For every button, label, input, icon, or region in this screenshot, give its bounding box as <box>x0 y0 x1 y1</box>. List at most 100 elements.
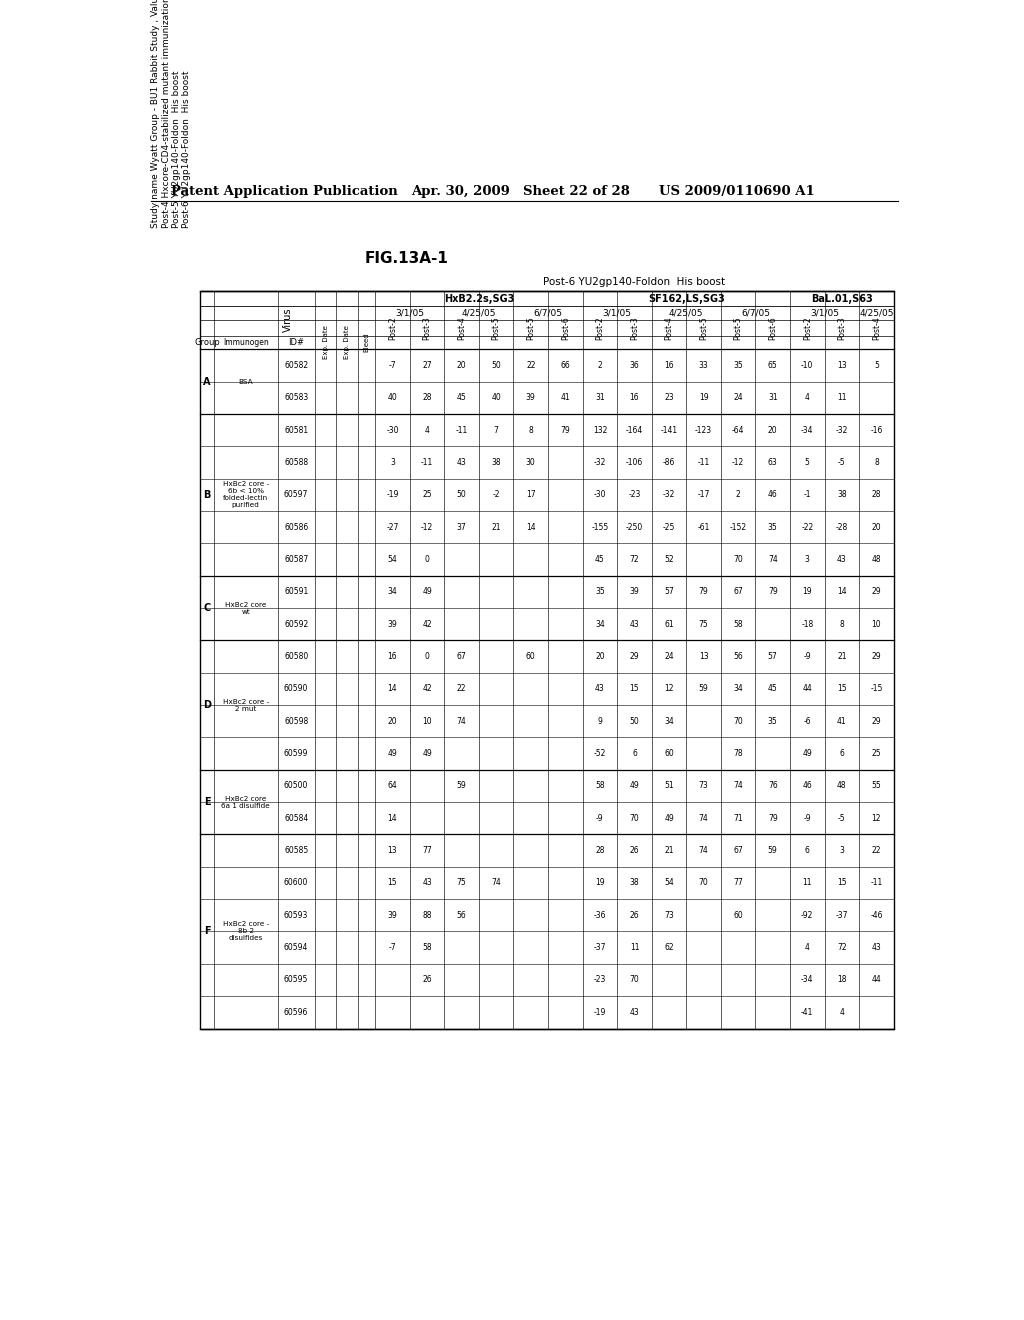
Text: -23: -23 <box>594 975 606 985</box>
Text: 65: 65 <box>768 362 777 370</box>
Text: 4/25/05: 4/25/05 <box>462 309 497 318</box>
Text: 0: 0 <box>425 652 429 661</box>
Text: 70: 70 <box>733 556 743 564</box>
Text: 3: 3 <box>805 556 810 564</box>
Text: -30: -30 <box>386 426 398 434</box>
Text: Post-6 YU2gp140-Foldon  His boost: Post-6 YU2gp140-Foldon His boost <box>544 277 726 286</box>
Text: -11: -11 <box>421 458 433 467</box>
Text: 67: 67 <box>733 587 743 597</box>
Text: 43: 43 <box>630 1008 639 1016</box>
Text: -164: -164 <box>626 426 643 434</box>
Text: 14: 14 <box>526 523 536 532</box>
Text: 19: 19 <box>803 587 812 597</box>
Text: 50: 50 <box>630 717 639 726</box>
Text: 46: 46 <box>768 491 777 499</box>
Text: -15: -15 <box>870 685 883 693</box>
Text: 60599: 60599 <box>284 750 308 758</box>
Text: 8: 8 <box>840 620 844 628</box>
Text: Post-4: Post-4 <box>457 315 466 339</box>
Text: FIG.13A-1: FIG.13A-1 <box>365 251 449 265</box>
Text: 49: 49 <box>803 750 812 758</box>
Text: HxBc2 core
6a 1 disulfide: HxBc2 core 6a 1 disulfide <box>221 796 270 809</box>
Text: Post-6: Post-6 <box>561 315 569 339</box>
Text: -9: -9 <box>804 652 811 661</box>
Text: 39: 39 <box>630 587 639 597</box>
Text: -6: -6 <box>804 717 811 726</box>
Text: -12: -12 <box>421 523 433 532</box>
Text: 13: 13 <box>388 846 397 855</box>
Text: Post-6 YU2gp140-Foldon  His boost: Post-6 YU2gp140-Foldon His boost <box>182 70 191 227</box>
Text: -22: -22 <box>801 523 813 532</box>
Text: 13: 13 <box>837 362 847 370</box>
Text: -11: -11 <box>870 879 883 887</box>
Bar <box>200 290 894 1028</box>
Text: 72: 72 <box>630 556 639 564</box>
Text: F: F <box>204 927 210 936</box>
Text: 74: 74 <box>698 846 709 855</box>
Text: -34: -34 <box>801 426 813 434</box>
Text: 23: 23 <box>665 393 674 403</box>
Text: 55: 55 <box>871 781 882 791</box>
Text: -27: -27 <box>386 523 398 532</box>
Text: 14: 14 <box>388 814 397 822</box>
Text: 60586: 60586 <box>284 523 308 532</box>
Text: 60: 60 <box>526 652 536 661</box>
Text: 63: 63 <box>768 458 777 467</box>
Text: 48: 48 <box>837 781 847 791</box>
Text: Apr. 30, 2009: Apr. 30, 2009 <box>411 185 510 198</box>
Text: Virus: Virus <box>283 308 293 333</box>
Text: 70: 70 <box>630 975 639 985</box>
Text: 34: 34 <box>733 685 743 693</box>
Text: 43: 43 <box>630 620 639 628</box>
Text: 73: 73 <box>698 781 709 791</box>
Text: 71: 71 <box>733 814 743 822</box>
Text: 4: 4 <box>425 426 429 434</box>
Text: 4: 4 <box>840 1008 845 1016</box>
Text: -92: -92 <box>801 911 813 920</box>
Text: Post-5: Post-5 <box>492 315 501 339</box>
Text: 4: 4 <box>805 944 810 952</box>
Text: Exp. Date: Exp. Date <box>344 326 350 359</box>
Text: 70: 70 <box>630 814 639 822</box>
Text: 58: 58 <box>595 781 605 791</box>
Text: 43: 43 <box>837 556 847 564</box>
Text: Group: Group <box>195 338 220 347</box>
Text: BSA: BSA <box>239 379 253 384</box>
Text: Post-4: Post-4 <box>871 315 881 339</box>
Text: SF162,LS,SG3: SF162,LS,SG3 <box>648 293 725 304</box>
Text: 28: 28 <box>422 393 432 403</box>
Text: 20: 20 <box>768 426 777 434</box>
Text: 14: 14 <box>388 685 397 693</box>
Text: 22: 22 <box>457 685 466 693</box>
Text: 35: 35 <box>733 362 743 370</box>
Text: 74: 74 <box>733 781 743 791</box>
Text: 79: 79 <box>768 587 777 597</box>
Text: 28: 28 <box>595 846 604 855</box>
Text: 38: 38 <box>630 879 639 887</box>
Text: -34: -34 <box>801 975 813 985</box>
Text: 64: 64 <box>388 781 397 791</box>
Text: 10: 10 <box>871 620 882 628</box>
Text: -37: -37 <box>836 911 848 920</box>
Text: 29: 29 <box>630 652 639 661</box>
Text: 6/7/05: 6/7/05 <box>534 309 562 318</box>
Text: -9: -9 <box>596 814 604 822</box>
Text: -32: -32 <box>594 458 606 467</box>
Text: 59: 59 <box>698 685 709 693</box>
Text: HxBc2 core -
8b 2
disulfides: HxBc2 core - 8b 2 disulfides <box>222 921 269 941</box>
Text: 6: 6 <box>840 750 845 758</box>
Text: 31: 31 <box>595 393 605 403</box>
Text: 26: 26 <box>422 975 432 985</box>
Text: 42: 42 <box>422 685 432 693</box>
Text: C: C <box>204 603 211 612</box>
Text: Post-5 YU2gp140-Foldon  His boost: Post-5 YU2gp140-Foldon His boost <box>172 70 181 227</box>
Text: -5: -5 <box>838 458 846 467</box>
Text: -41: -41 <box>801 1008 813 1016</box>
Text: 60591: 60591 <box>284 587 308 597</box>
Text: 60583: 60583 <box>284 393 308 403</box>
Text: 6/7/05: 6/7/05 <box>741 309 770 318</box>
Text: -52: -52 <box>594 750 606 758</box>
Text: 36: 36 <box>630 362 639 370</box>
Text: 21: 21 <box>837 652 847 661</box>
Text: -19: -19 <box>386 491 398 499</box>
